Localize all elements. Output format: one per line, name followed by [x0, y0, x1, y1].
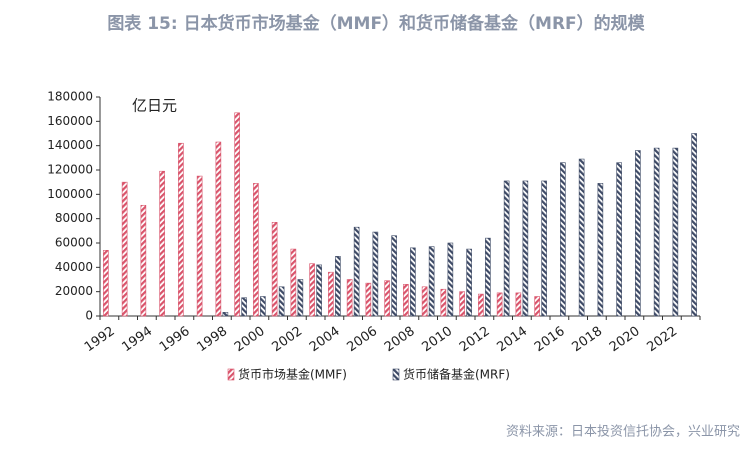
bar [440, 288, 447, 317]
legend-label: 货币储备基金(MRF) [403, 367, 510, 382]
bar [253, 183, 259, 317]
bar [496, 292, 503, 317]
y-tick-label: 160000 [47, 114, 93, 128]
bar [560, 162, 566, 317]
bar [316, 264, 322, 317]
bar [290, 248, 297, 317]
legend-swatch [392, 368, 400, 381]
x-tick-label: 1992 [82, 324, 118, 355]
x-tick-label: 1994 [119, 324, 155, 355]
x-tick-label: 2000 [232, 324, 268, 355]
bar [372, 231, 379, 317]
bar [365, 282, 372, 317]
x-tick-label: 1996 [157, 324, 193, 355]
bar [271, 222, 278, 317]
x-tick-label: 1998 [194, 324, 230, 355]
chart-title: 图表 15: 日本货币市场基金（MMF）和货币储备基金（MRF）的规模 [107, 13, 645, 34]
bar [241, 297, 247, 317]
x-tick-label: 2002 [269, 324, 305, 355]
x-tick-label: 2014 [494, 324, 530, 355]
bar [522, 180, 529, 317]
bar [515, 292, 522, 317]
y-tick-label: 40000 [55, 260, 93, 274]
x-tick-label: 2018 [569, 324, 605, 355]
bar [616, 162, 622, 317]
legend-label: 货币市场基金(MMF) [238, 367, 347, 382]
bar [353, 226, 360, 317]
unit-label: 亿日元 [132, 97, 177, 115]
bar [335, 256, 341, 317]
x-tick-label: 2016 [532, 324, 568, 355]
bar [328, 271, 334, 317]
bar [672, 147, 679, 317]
y-tick-label: 80000 [55, 211, 93, 225]
bar [597, 183, 604, 317]
bar [178, 142, 184, 317]
bar [428, 246, 435, 317]
bar [309, 263, 315, 317]
bar [635, 150, 641, 317]
bar [466, 248, 472, 317]
bar [234, 112, 240, 317]
y-tick-label: 180000 [47, 90, 93, 104]
y-tick-label: 20000 [55, 284, 93, 298]
y-tick-label: 100000 [47, 187, 93, 201]
y-tick-label: 120000 [47, 163, 93, 177]
x-tick-label: 2006 [344, 324, 380, 355]
x-tick-label: 2022 [644, 324, 680, 355]
bar [421, 286, 428, 317]
bar [140, 204, 147, 317]
bar [653, 147, 660, 317]
bar [534, 296, 540, 317]
bar [410, 247, 416, 317]
bar [578, 158, 585, 317]
bar [103, 250, 109, 317]
bar [478, 293, 484, 317]
y-tick-label: 60000 [55, 236, 93, 250]
y-tick-label: 0 [85, 309, 93, 323]
bar [222, 312, 229, 317]
x-tick-label: 2004 [307, 324, 343, 355]
bar [346, 279, 353, 317]
x-tick-label: 2010 [419, 324, 455, 355]
x-tick-label: 2008 [382, 324, 418, 355]
bar [260, 296, 266, 317]
bar [447, 242, 454, 317]
bar [159, 170, 165, 317]
x-tick-label: 2012 [457, 324, 493, 355]
y-tick-label: 140000 [47, 138, 93, 152]
bar [121, 181, 128, 317]
bar [215, 141, 222, 317]
bar [297, 279, 304, 317]
bar [278, 286, 285, 317]
bar [459, 291, 465, 317]
bar [196, 175, 203, 317]
bar [503, 180, 510, 317]
legend-swatch [227, 368, 235, 381]
bar [403, 284, 409, 317]
x-tick-label: 2020 [607, 324, 643, 355]
bar [541, 180, 547, 317]
bar [384, 280, 390, 317]
bar [691, 133, 697, 317]
source: 资料来源：日本投资信托协会，兴业研究 [506, 424, 740, 440]
bar [391, 235, 397, 317]
bar [485, 237, 491, 317]
